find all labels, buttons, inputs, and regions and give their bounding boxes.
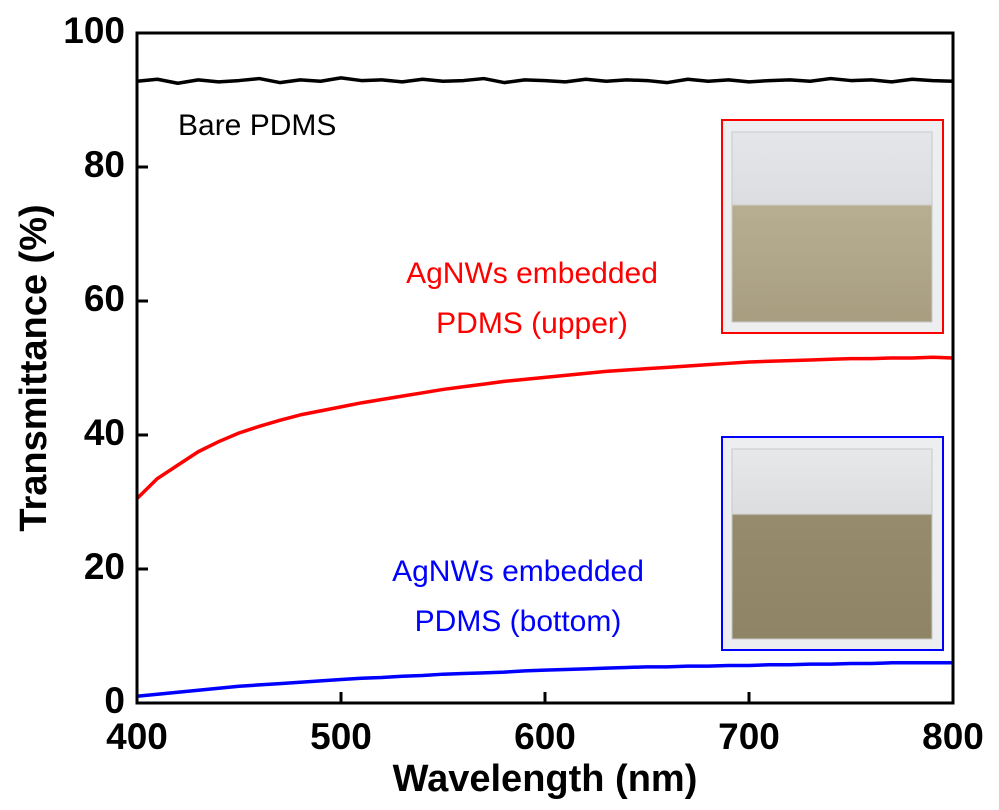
series-label: AgNWs embedded	[406, 257, 658, 290]
y-tick-label: 100	[63, 10, 125, 51]
plot-frame	[135, 31, 955, 705]
x-tick-label: 800	[922, 716, 984, 757]
y-tick-label: 20	[84, 546, 125, 587]
x-tick-label: 400	[106, 716, 168, 757]
y-axis-title: Transmittance (%)	[13, 204, 55, 531]
y-tick-label: 40	[84, 412, 125, 453]
x-tick-label: 500	[310, 716, 372, 757]
series-line	[135, 355, 954, 500]
series-label: PDMS (bottom)	[415, 605, 622, 638]
y-tick-label: 60	[84, 278, 125, 319]
series-label: Bare PDMS	[178, 109, 336, 142]
series-label: AgNWs embedded	[392, 555, 644, 588]
series-line	[136, 661, 953, 699]
inset-photo-upper	[721, 119, 944, 334]
series-line	[136, 76, 954, 85]
x-axis-title: Wavelength (nm)	[393, 758, 698, 800]
x-tick-label: 700	[718, 716, 780, 757]
inset-photo-bottom	[721, 436, 944, 651]
x-tick-label: 600	[514, 716, 576, 757]
series-label: PDMS (upper)	[436, 307, 628, 340]
y-tick-label: 0	[104, 680, 125, 721]
y-tick-label: 80	[84, 144, 125, 185]
